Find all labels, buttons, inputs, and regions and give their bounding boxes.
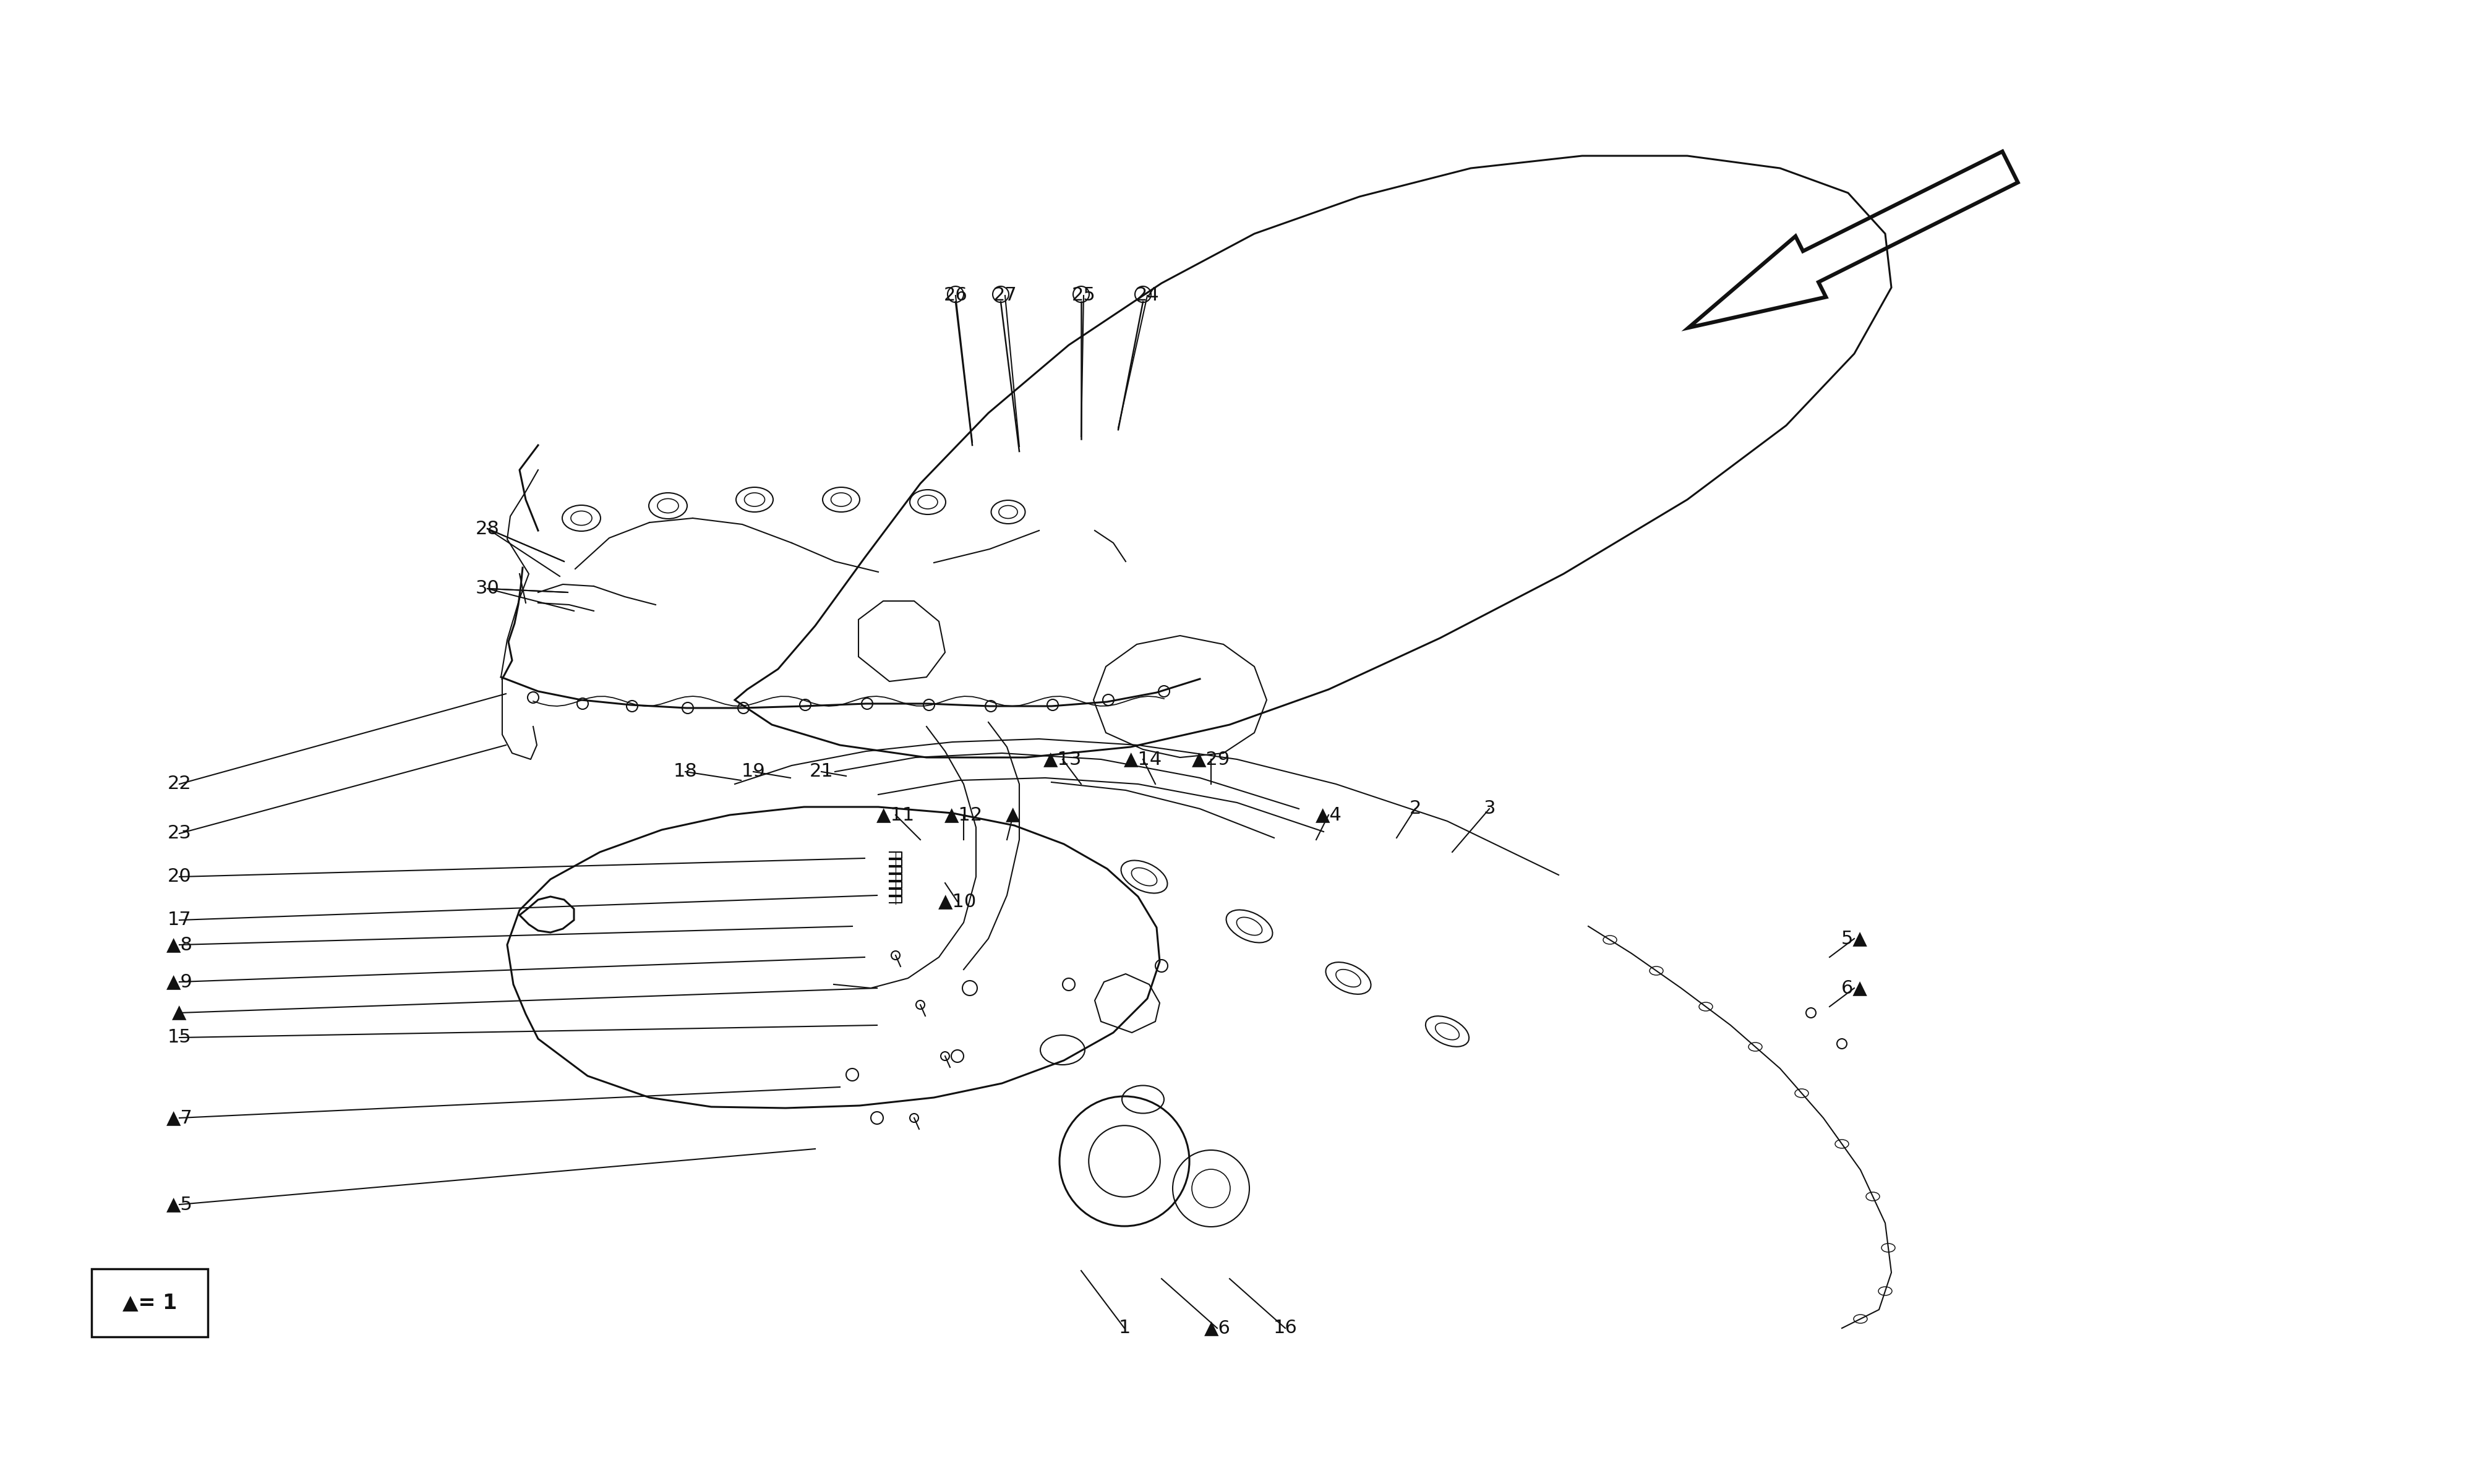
Text: 20: 20 xyxy=(168,868,190,886)
Text: 23: 23 xyxy=(168,825,190,843)
Text: 6▲: 6▲ xyxy=(1841,979,1868,997)
Text: 28: 28 xyxy=(475,519,500,537)
Text: 17: 17 xyxy=(168,911,190,929)
Text: 5▲: 5▲ xyxy=(1841,929,1868,948)
Text: ▲29: ▲29 xyxy=(1192,751,1230,769)
Text: 26: 26 xyxy=(943,286,967,304)
Text: ▲8: ▲8 xyxy=(166,936,193,954)
Text: ▲11: ▲11 xyxy=(876,806,915,824)
Text: ▲9: ▲9 xyxy=(166,974,193,991)
Text: 24: 24 xyxy=(1136,286,1160,304)
Text: ▲10: ▲10 xyxy=(938,892,977,911)
Text: ▲: ▲ xyxy=(1007,806,1019,824)
Text: ▲= 1: ▲= 1 xyxy=(121,1293,178,1313)
Text: ▲12: ▲12 xyxy=(945,806,982,824)
Text: 19: 19 xyxy=(742,763,764,781)
Text: 1: 1 xyxy=(1118,1319,1131,1337)
Text: 30: 30 xyxy=(475,580,500,598)
Text: 3: 3 xyxy=(1484,800,1494,818)
Text: ▲7: ▲7 xyxy=(166,1109,193,1126)
Text: 22: 22 xyxy=(168,775,190,792)
Text: 21: 21 xyxy=(809,763,834,781)
Text: ▲4: ▲4 xyxy=(1316,806,1341,824)
Text: 15: 15 xyxy=(168,1028,190,1046)
Text: 16: 16 xyxy=(1274,1319,1296,1337)
Text: ▲: ▲ xyxy=(173,1003,186,1022)
Text: ▲13: ▲13 xyxy=(1044,751,1081,769)
Text: 25: 25 xyxy=(1071,286,1096,304)
Text: 18: 18 xyxy=(673,763,698,781)
Text: 2: 2 xyxy=(1410,800,1420,818)
Text: ▲14: ▲14 xyxy=(1123,751,1163,769)
Text: ▲5: ▲5 xyxy=(166,1196,193,1214)
Text: 27: 27 xyxy=(992,286,1017,304)
Text: ▲6: ▲6 xyxy=(1205,1319,1230,1337)
